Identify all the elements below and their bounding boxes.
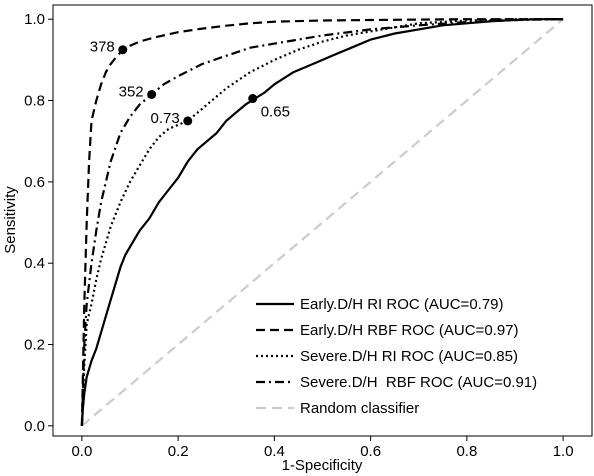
y-tick-label: 0.2 [24,337,45,354]
x-tick-label: 1.0 [553,443,574,460]
series-line-3 [80,18,564,426]
legend-label-4: Random classifier [300,400,419,417]
legend-label-0: Early.D/H RI ROC (AUC=0.79) [300,296,504,313]
y-tick-label: 1.0 [24,11,45,28]
series-line-0 [80,18,564,426]
annotation-point-3 [248,94,258,104]
annotation-point-0 [118,45,128,55]
x-tick-label: 0.8 [456,443,477,460]
annotation-label-1: 352 [119,83,144,100]
y-axis-ticks: 0.0 0.2 0.4 0.6 0.8 1.0 [24,11,53,435]
legend-label-2: Severe.D/H RI ROC (AUC=0.85) [300,348,518,365]
y-tick-label: 0.4 [24,255,45,272]
x-tick-label: 0.4 [264,443,285,460]
annotation-label-0: 378 [90,39,115,56]
series-layer [80,18,564,427]
legend: Early.D/H RI ROC (AUC=0.79) Early.D/H RBF… [256,296,537,417]
x-axis-ticks: 0.0 0.2 0.4 0.6 0.8 1.0 [71,436,574,460]
marker-layer: 378 352 0.73 0.65 [90,39,290,127]
y-axis-label: Sensitivity [2,186,19,254]
legend-label-3: Severe.D/H RBF ROC (AUC=0.91) [300,374,537,391]
legend-label-1: Early.D/H RBF ROC (AUC=0.97) [300,322,519,339]
annotation-label-2: 0.73 [151,110,180,127]
y-tick-label: 0.0 [24,418,45,435]
series-line-1 [80,18,564,426]
annotation-point-2 [183,116,193,126]
annotation-point-1 [147,89,157,99]
y-tick-label: 0.6 [24,174,45,191]
x-tick-label: 0.6 [360,443,381,460]
annotation-label-3: 0.65 [261,104,290,121]
series-line-4 [81,18,564,427]
plot-area-frame [52,4,593,437]
y-tick-label: 0.8 [24,93,45,110]
x-tick-label: 0.0 [71,443,92,460]
x-tick-label: 0.2 [168,443,189,460]
x-axis-label: 1-Specificity [282,457,363,474]
